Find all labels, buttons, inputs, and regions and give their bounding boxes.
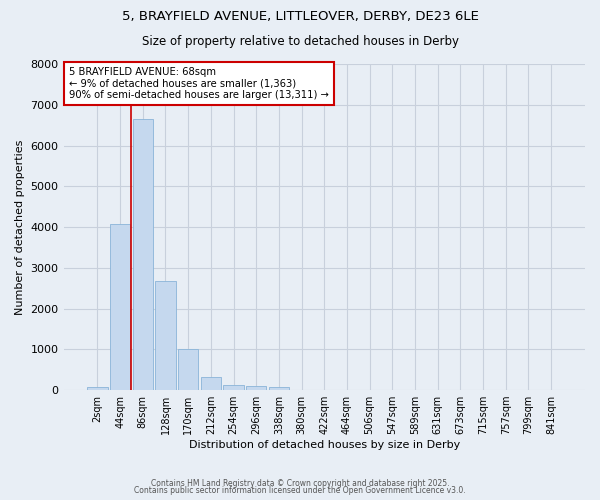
Bar (87, 387, 107, 390)
Text: Contains HM Land Registry data © Crown copyright and database right 2025.: Contains HM Land Registry data © Crown c… (151, 478, 449, 488)
Y-axis label: Number of detached properties: Number of detached properties (15, 140, 25, 314)
Bar (246, 386, 266, 390)
Bar (223, 385, 244, 390)
Bar (110, 224, 130, 390)
Bar (178, 349, 199, 390)
Bar (200, 376, 221, 390)
Bar (133, 119, 153, 390)
Bar (269, 387, 289, 390)
Bar (155, 281, 176, 390)
Text: 5, BRAYFIELD AVENUE, LITTLEOVER, DERBY, DE23 6LE: 5, BRAYFIELD AVENUE, LITTLEOVER, DERBY, … (122, 10, 478, 23)
Text: 5 BRAYFIELD AVENUE: 68sqm
← 9% of detached houses are smaller (1,363)
90% of sem: 5 BRAYFIELD AVENUE: 68sqm ← 9% of detach… (69, 68, 329, 100)
Text: Size of property relative to detached houses in Derby: Size of property relative to detached ho… (142, 35, 458, 48)
X-axis label: Distribution of detached houses by size in Derby: Distribution of detached houses by size … (188, 440, 460, 450)
Text: Contains public sector information licensed under the Open Government Licence v3: Contains public sector information licen… (134, 486, 466, 495)
